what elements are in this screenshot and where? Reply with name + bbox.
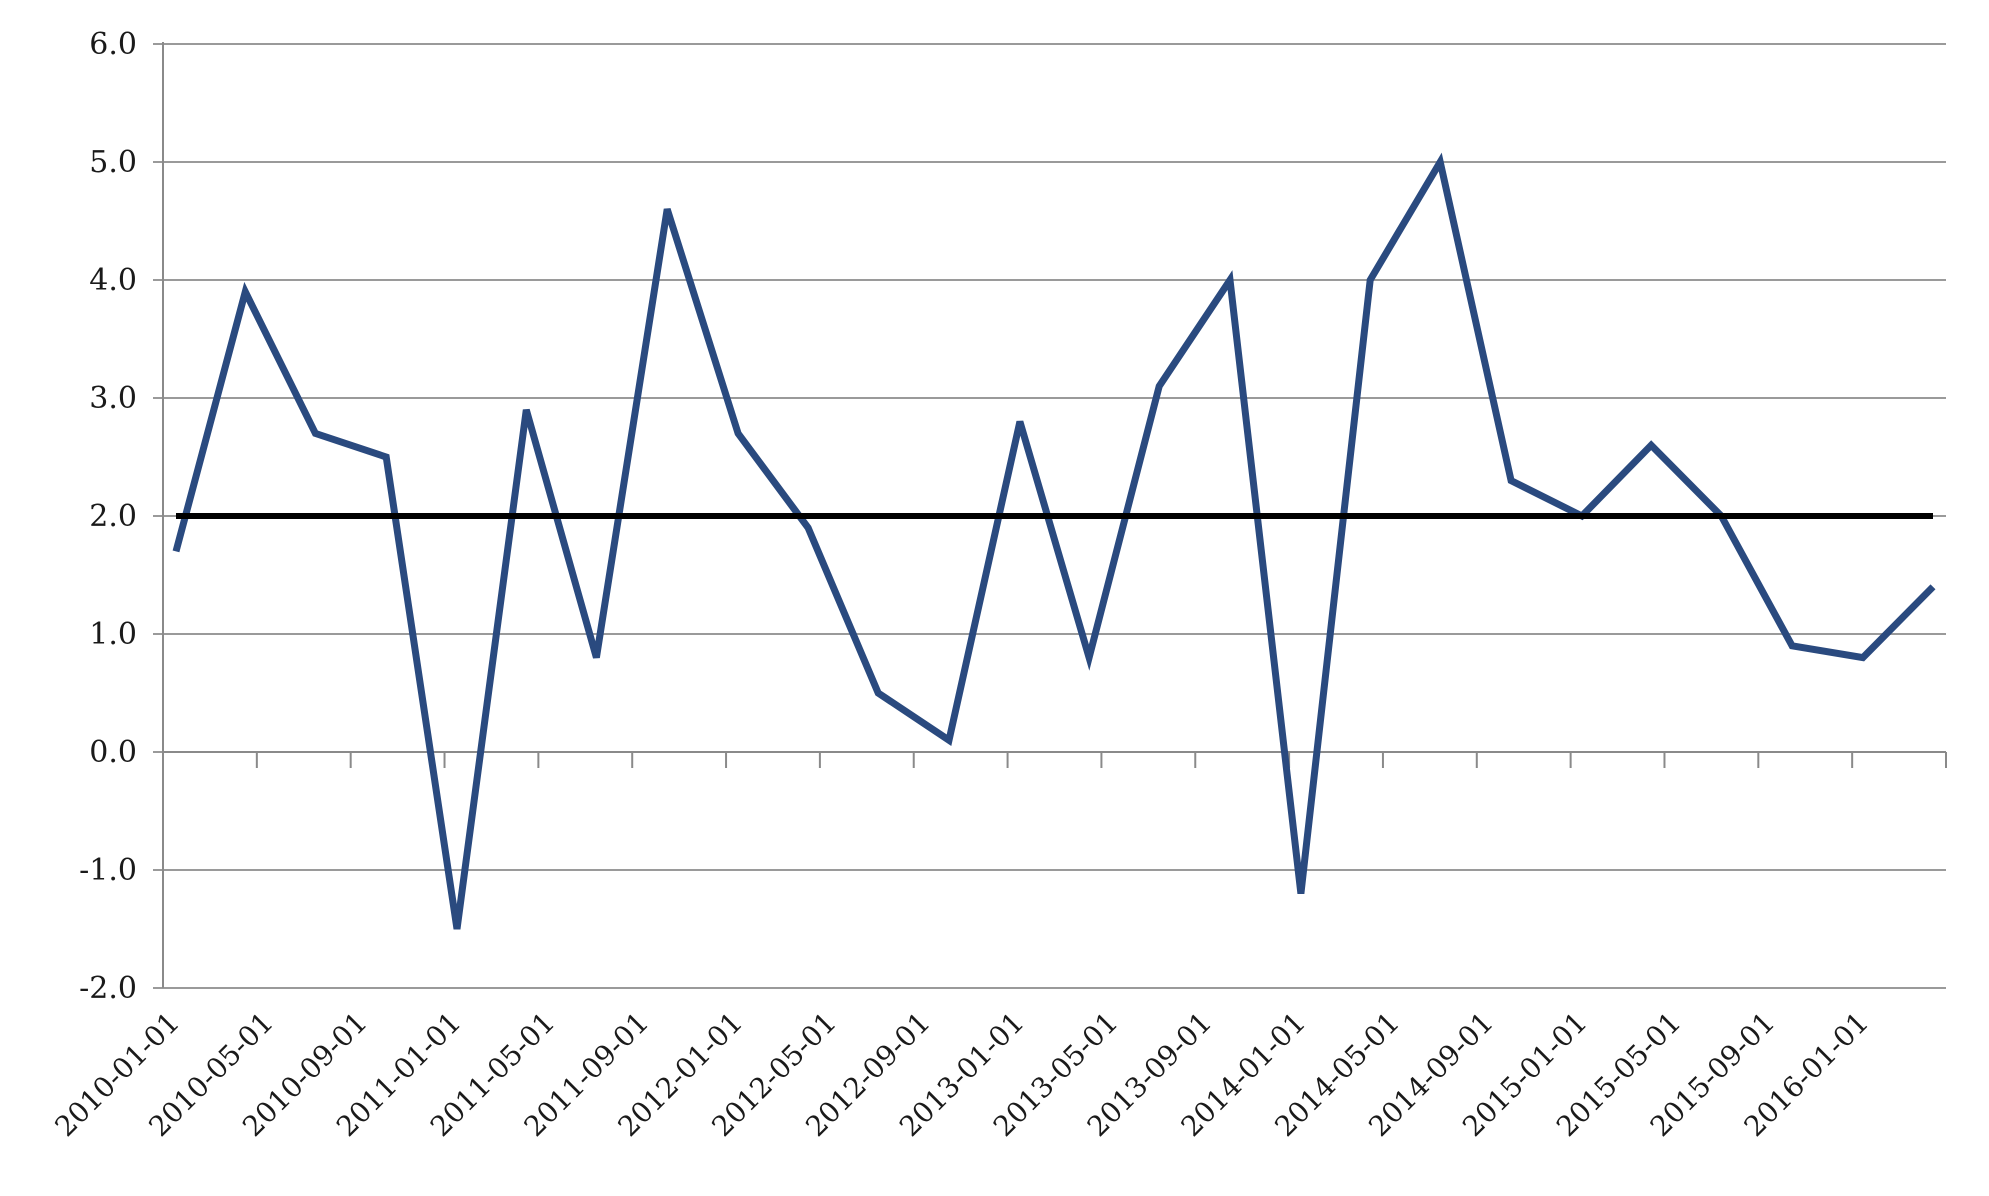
x-axis-tick-labels: 2010-01-012010-05-012010-09-012011-01-01… [48, 1006, 1875, 1143]
series-line-main [172, 152, 1936, 930]
y-tick-label: 6.0 [89, 27, 137, 62]
axes [162, 42, 1947, 988]
y-tick-label: 4.0 [89, 263, 137, 298]
y-tick-label: 5.0 [89, 145, 137, 180]
y-tick-label: 3.0 [89, 381, 137, 416]
series-lines [172, 152, 1936, 930]
y-axis-tick-labels: -2.0 -1.0 0.0 1.0 2.0 3.0 4.0 5.0 6.0 [79, 27, 137, 1006]
y-tick-label: 1.0 [89, 617, 137, 652]
y-tick-label: 0.0 [89, 735, 137, 770]
y-tick-label: 2.0 [89, 499, 137, 534]
y-tick-label: -1.0 [79, 853, 137, 888]
y-tick-label: -2.0 [79, 971, 137, 1006]
